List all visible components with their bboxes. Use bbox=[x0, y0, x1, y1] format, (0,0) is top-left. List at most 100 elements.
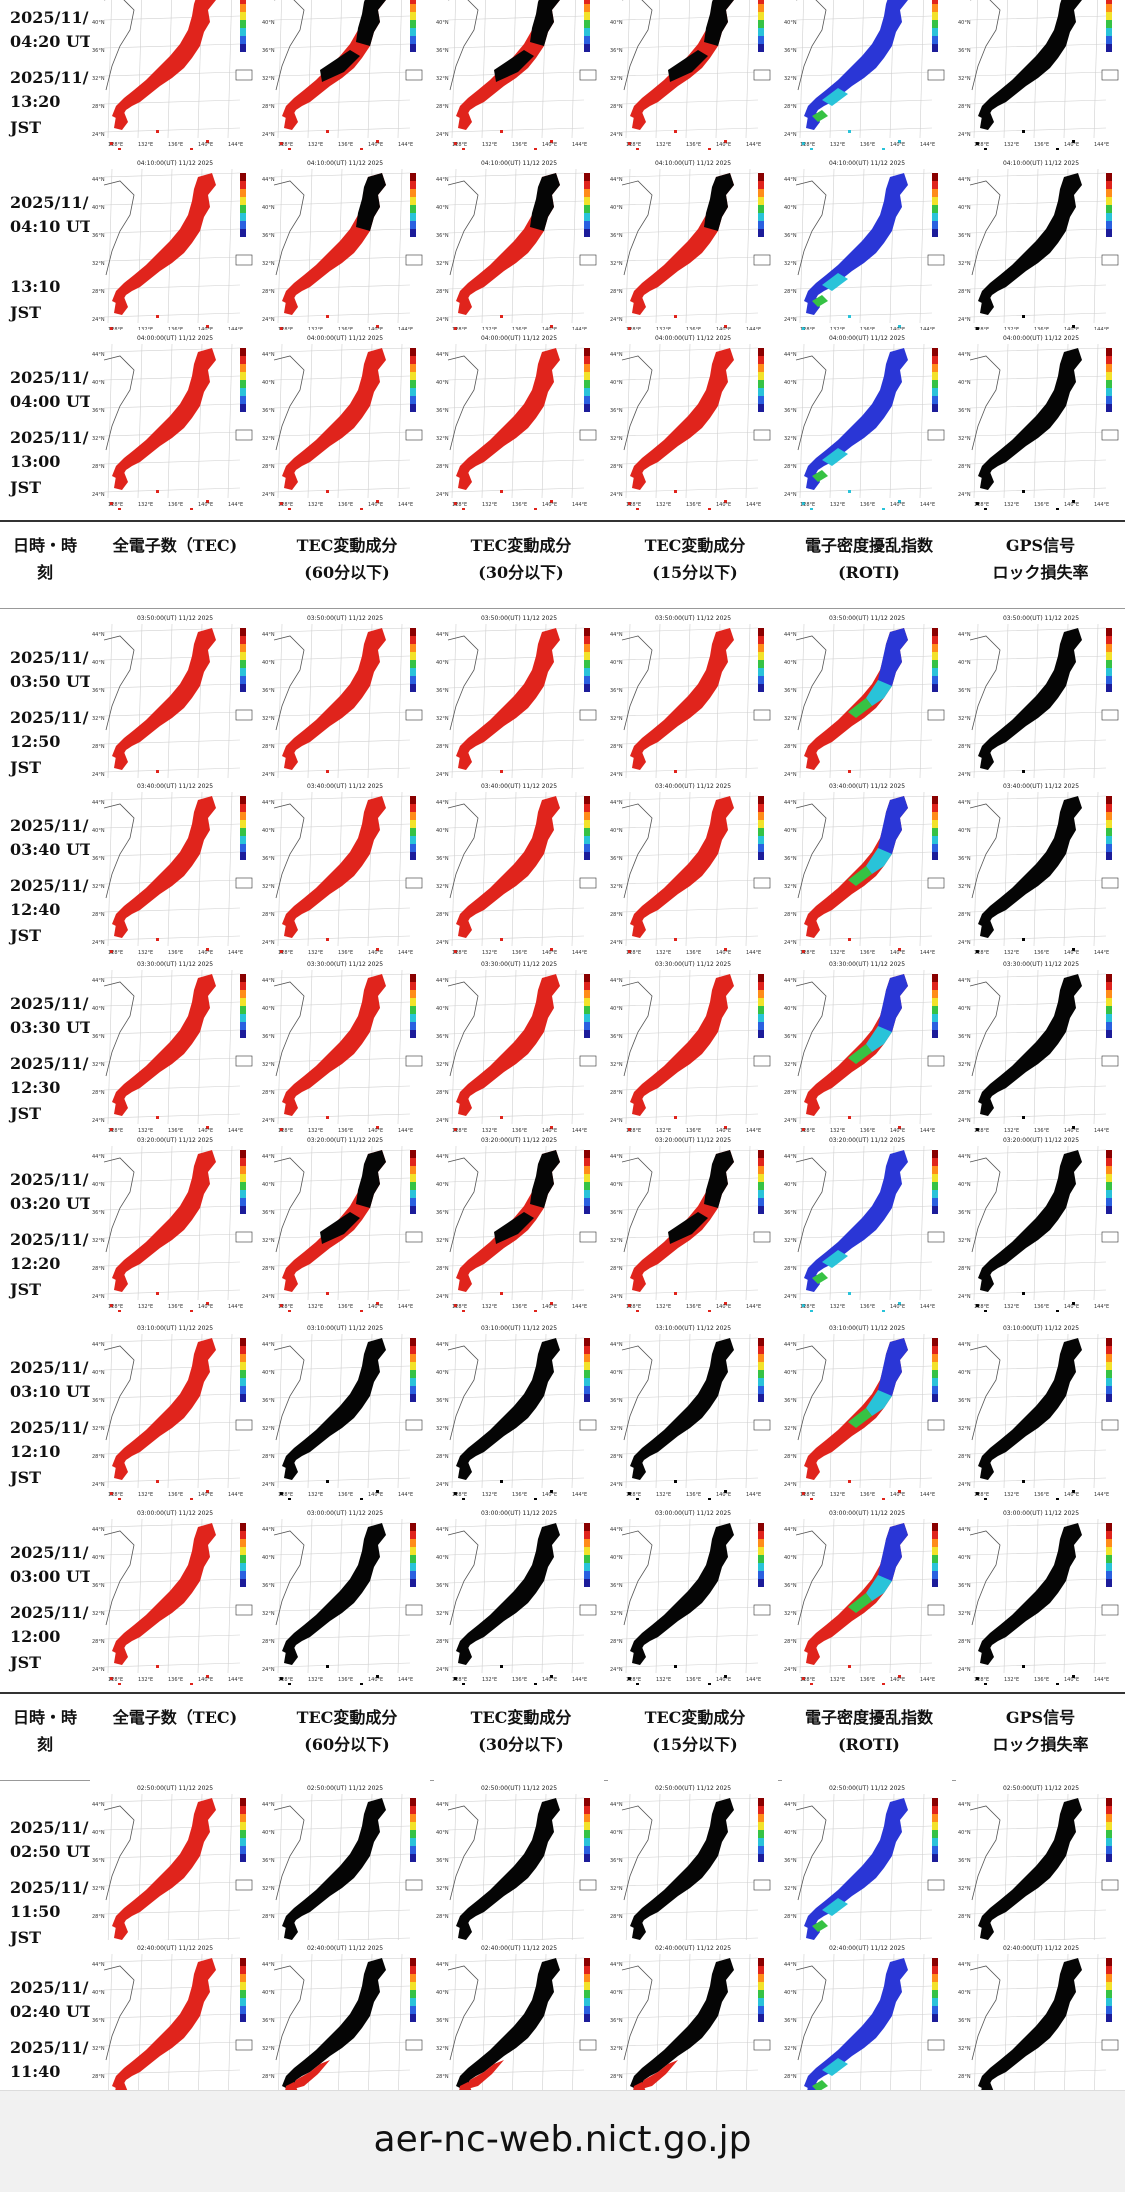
svg-text:24°N: 24°N bbox=[92, 772, 105, 778]
svg-text:24°N: 24°N bbox=[262, 1118, 275, 1124]
map-panel-4[interactable]: 04:20:00(UT) 11/12 202544°N40°N36°N32°N2… bbox=[782, 0, 952, 150]
map-panel-3[interactable]: 03:20:00(UT) 11/12 2025 44°N 40°N 36°N 32°N 2… bbox=[608, 1132, 778, 1312]
map-panel-4[interactable]: 04:00:00(UT) 11/12 2025 44°N 40°N 36°N 32°N 2… bbox=[782, 330, 952, 510]
map-panel-3[interactable]: 02:40:00(UT) 11/12 2025 44°N 40°N 36°N 32°N 2… bbox=[608, 1940, 778, 2090]
svg-text:36°N: 36°N bbox=[958, 48, 971, 54]
map-panel-0[interactable]: 03:00:00(UT) 11/12 2025 44°N 40°N 36°N 32°N 2… bbox=[90, 1505, 260, 1685]
map-panel-2[interactable]: 03:00:00(UT) 11/12 2025 44°N 40°N 36°N 32°N 2… bbox=[434, 1505, 604, 1685]
map-panel-0[interactable]: 03:30:00(UT) 11/12 2025 44°N 40°N 36°N 32°N 2… bbox=[90, 956, 260, 1136]
map-panel-4[interactable]: 02:40:00(UT) 11/12 2025 44°N 40°N 36°N 32°N 2… bbox=[782, 1940, 952, 2090]
map-panel-1[interactable]: 03:20:00(UT) 11/12 2025 44°N 40°N 36°N 32°N 2… bbox=[260, 1132, 430, 1312]
map-panel-4[interactable]: 03:20:00(UT) 11/12 2025 44°N 40°N 36°N 32°N 2… bbox=[782, 1132, 952, 1312]
map-panel-3[interactable]: 03:10:00(UT) 11/12 2025 44°N 40°N 36°N 32°N 2… bbox=[608, 1320, 778, 1500]
map-panel-4[interactable]: 03:40:00(UT) 11/12 2025 44°N 40°N 36°N 32°N 2… bbox=[782, 778, 952, 958]
map-panel-0[interactable]: 03:10:00(UT) 11/12 2025 44°N 40°N 36°N 32°N 2… bbox=[90, 1320, 260, 1500]
map-panel-1[interactable]: 04:20:00(UT) 11/12 202544°N40°N36°N32°N2… bbox=[260, 0, 430, 150]
svg-text:03:40:00(UT) 11/12 2025: 03:40:00(UT) 11/12 2025 bbox=[829, 783, 905, 790]
map-panel-3[interactable]: 04:20:00(UT) 11/12 202544°N40°N36°N32°N2… bbox=[608, 0, 778, 150]
map-panel-2[interactable]: 04:20:00(UT) 11/12 202544°N40°N36°N32°N2… bbox=[434, 0, 604, 150]
japan-map-image: 02:40:00(UT) 11/12 2025 44°N 40°N 36°N 32°N 2… bbox=[956, 1940, 1125, 2090]
map-panel-1[interactable]: 04:10:00(UT) 11/12 2025 44°N 40°N 36°N 32°N 2… bbox=[260, 155, 430, 335]
map-panel-1[interactable]: 02:50:00(UT) 11/12 2025 44°N 40°N 36°N 32°N 2… bbox=[260, 1780, 430, 1960]
svg-text:24°N: 24°N bbox=[92, 1482, 105, 1488]
map-panel-5[interactable]: 03:10:00(UT) 11/12 2025 44°N 40°N 36°N 32°N 2… bbox=[956, 1320, 1125, 1500]
map-panel-3[interactable]: 03:30:00(UT) 11/12 2025 44°N 40°N 36°N 32°N 2… bbox=[608, 956, 778, 1136]
svg-text:144°E: 144°E bbox=[920, 1128, 935, 1134]
map-panel-2[interactable]: 03:30:00(UT) 11/12 2025 44°N 40°N 36°N 32°N 2… bbox=[434, 956, 604, 1136]
svg-text:32°N: 32°N bbox=[92, 1611, 105, 1617]
map-panel-4[interactable]: 03:10:00(UT) 11/12 2025 44°N 40°N 36°N 32°N 2… bbox=[782, 1320, 952, 1500]
map-panel-3[interactable]: 03:40:00(UT) 11/12 2025 44°N 40°N 36°N 32°N 2… bbox=[608, 778, 778, 958]
svg-text:28°N: 28°N bbox=[610, 104, 623, 110]
svg-text:28°N: 28°N bbox=[92, 1090, 105, 1096]
map-panel-5[interactable]: 03:40:00(UT) 11/12 2025 44°N 40°N 36°N 32°N 2… bbox=[956, 778, 1125, 958]
svg-text:24°N: 24°N bbox=[958, 1294, 971, 1300]
map-panel-3[interactable]: 04:00:00(UT) 11/12 2025 44°N 40°N 36°N 32°N 2… bbox=[608, 330, 778, 510]
map-panel-5[interactable]: 02:50:00(UT) 11/12 2025 44°N 40°N 36°N 32°N 2… bbox=[956, 1780, 1125, 1960]
timestamp-jst-time: 12:50 bbox=[10, 732, 61, 751]
map-panel-5[interactable]: 03:30:00(UT) 11/12 2025 44°N 40°N 36°N 32°N 2… bbox=[956, 956, 1125, 1136]
map-panel-0[interactable]: 04:20:00(UT) 11/12 202544°N40°N36°N32°N2… bbox=[90, 0, 260, 150]
map-panel-3[interactable]: 04:10:00(UT) 11/12 2025 44°N 40°N 36°N 32°N 2… bbox=[608, 155, 778, 335]
map-panel-3[interactable]: 03:00:00(UT) 11/12 2025 44°N 40°N 36°N 32°N 2… bbox=[608, 1505, 778, 1685]
map-panel-1[interactable]: 03:10:00(UT) 11/12 2025 44°N 40°N 36°N 32°N 2… bbox=[260, 1320, 430, 1500]
map-panel-5[interactable]: 04:10:00(UT) 11/12 2025 44°N 40°N 36°N 32°N 2… bbox=[956, 155, 1125, 335]
svg-text:128°E: 128°E bbox=[626, 1128, 641, 1134]
svg-text:132°E: 132°E bbox=[138, 502, 153, 508]
svg-text:02:40:00(UT) 11/12 2025: 02:40:00(UT) 11/12 2025 bbox=[481, 1945, 557, 1952]
svg-text:44°N: 44°N bbox=[436, 1962, 449, 1968]
map-panel-5[interactable]: 03:20:00(UT) 11/12 2025 44°N 40°N 36°N 32°N 2… bbox=[956, 1132, 1125, 1312]
map-panel-0[interactable]: 02:50:00(UT) 11/12 2025 44°N 40°N 36°N 32°N 2… bbox=[90, 1780, 260, 1960]
map-panel-0[interactable]: 03:20:00(UT) 11/12 2025 44°N 40°N 36°N 32°N 2… bbox=[90, 1132, 260, 1312]
map-panel-2[interactable]: 04:00:00(UT) 11/12 2025 44°N 40°N 36°N 32°N 2… bbox=[434, 330, 604, 510]
map-panel-2[interactable]: 04:10:00(UT) 11/12 2025 44°N 40°N 36°N 32°N 2… bbox=[434, 155, 604, 335]
svg-text:28°N: 28°N bbox=[784, 104, 797, 110]
japan-map-image: 03:40:00(UT) 11/12 2025 44°N 40°N 36°N 32°N 2… bbox=[90, 778, 260, 958]
map-panel-1[interactable]: 03:30:00(UT) 11/12 2025 44°N 40°N 36°N 32°N 2… bbox=[260, 956, 430, 1136]
map-panel-1[interactable]: 03:00:00(UT) 11/12 2025 44°N 40°N 36°N 32°N 2… bbox=[260, 1505, 430, 1685]
url-bar[interactable]: aer-nc-web.nict.go.jp bbox=[373, 2119, 752, 2160]
map-panel-3[interactable]: 03:50:00(UT) 11/12 2025 44°N 40°N 36°N 32°N 2… bbox=[608, 610, 778, 790]
map-panel-5[interactable]: 03:50:00(UT) 11/12 2025 44°N 40°N 36°N 32°N 2… bbox=[956, 610, 1125, 790]
map-panel-1[interactable]: 03:40:00(UT) 11/12 2025 44°N 40°N 36°N 32°N 2… bbox=[260, 778, 430, 958]
map-panel-2[interactable]: 03:40:00(UT) 11/12 2025 44°N 40°N 36°N 32°N 2… bbox=[434, 778, 604, 958]
map-panel-0[interactable]: 03:40:00(UT) 11/12 2025 44°N 40°N 36°N 32°N 2… bbox=[90, 778, 260, 958]
svg-text:32°N: 32°N bbox=[784, 76, 797, 82]
map-panel-0[interactable]: 04:10:00(UT) 11/12 2025 44°N 40°N 36°N 32°N 2… bbox=[90, 155, 260, 335]
svg-text:02:50:00(UT) 11/12 2025: 02:50:00(UT) 11/12 2025 bbox=[829, 1785, 905, 1792]
map-panel-1[interactable]: 03:50:00(UT) 11/12 2025 44°N 40°N 36°N 32°N 2… bbox=[260, 610, 430, 790]
svg-text:24°N: 24°N bbox=[958, 1482, 971, 1488]
japan-map-image: 03:20:00(UT) 11/12 2025 44°N 40°N 36°N 32°N 2… bbox=[260, 1132, 430, 1312]
svg-text:140°E: 140°E bbox=[890, 502, 905, 508]
map-panel-2[interactable]: 02:50:00(UT) 11/12 2025 44°N 40°N 36°N 32°N 2… bbox=[434, 1780, 604, 1960]
map-panel-5[interactable]: 04:20:00(UT) 11/12 202544°N40°N36°N32°N2… bbox=[956, 0, 1125, 150]
map-panel-2[interactable]: 03:50:00(UT) 11/12 2025 44°N 40°N 36°N 32°N 2… bbox=[434, 610, 604, 790]
map-panel-2[interactable]: 02:40:00(UT) 11/12 2025 44°N 40°N 36°N 32°N 2… bbox=[434, 1940, 604, 2090]
map-panel-4[interactable]: 03:50:00(UT) 11/12 2025 44°N 40°N 36°N 32°N 2… bbox=[782, 610, 952, 790]
map-panel-4[interactable]: 03:00:00(UT) 11/12 2025 44°N 40°N 36°N 32°N 2… bbox=[782, 1505, 952, 1685]
timestamp-ut-date: 2025/11/12 bbox=[10, 1978, 111, 1997]
svg-text:28°N: 28°N bbox=[262, 104, 275, 110]
map-panel-0[interactable]: 03:50:00(UT) 11/12 2025 44°N 40°N 36°N 32°N 2… bbox=[90, 610, 260, 790]
map-panel-0[interactable]: 04:00:00(UT) 11/12 2025 44°N 40°N 36°N 32°N 2… bbox=[90, 330, 260, 510]
map-panel-2[interactable]: 03:10:00(UT) 11/12 2025 44°N 40°N 36°N 32°N 2… bbox=[434, 1320, 604, 1500]
japan-map-image: 04:00:00(UT) 11/12 2025 44°N 40°N 36°N 32°N 2… bbox=[956, 330, 1125, 510]
map-panel-1[interactable]: 04:00:00(UT) 11/12 2025 44°N 40°N 36°N 32°N 2… bbox=[260, 330, 430, 510]
map-table: 2025/11/12 04:20 UT 2025/11/12 13:20 JST04:2… bbox=[0, 0, 1125, 2090]
svg-text:132°E: 132°E bbox=[656, 1304, 671, 1310]
timestamp-jst-label: JST bbox=[10, 118, 42, 137]
map-panel-1[interactable]: 02:40:00(UT) 11/12 2025 44°N 40°N 36°N 32°N 2… bbox=[260, 1940, 430, 2090]
map-panel-4[interactable]: 02:50:00(UT) 11/12 2025 44°N 40°N 36°N 32°N 2… bbox=[782, 1780, 952, 1960]
map-panel-3[interactable]: 02:50:00(UT) 11/12 2025 44°N 40°N 36°N 32°N 2… bbox=[608, 1780, 778, 1960]
svg-text:28°N: 28°N bbox=[958, 464, 971, 470]
map-panel-4[interactable]: 03:30:00(UT) 11/12 2025 44°N 40°N 36°N 32°N 2… bbox=[782, 956, 952, 1136]
map-panel-0[interactable]: 02:40:00(UT) 11/12 2025 44°N 40°N 36°N 32°N 2… bbox=[90, 1940, 260, 2090]
map-panel-4[interactable]: 04:10:00(UT) 11/12 2025 44°N 40°N 36°N 32°N 2… bbox=[782, 155, 952, 335]
map-panel-2[interactable]: 03:20:00(UT) 11/12 2025 44°N 40°N 36°N 32°N 2… bbox=[434, 1132, 604, 1312]
svg-text:24°N: 24°N bbox=[958, 940, 971, 946]
map-panel-5[interactable]: 03:00:00(UT) 11/12 2025 44°N 40°N 36°N 32°N 2… bbox=[956, 1505, 1125, 1685]
timestamp-cell: 2025/11/12 04:00 UT 2025/11/12 13:00 JST bbox=[10, 330, 111, 510]
svg-text:36°N: 36°N bbox=[262, 48, 275, 54]
map-panel-5[interactable]: 02:40:00(UT) 11/12 2025 44°N 40°N 36°N 32°N 2… bbox=[956, 1940, 1125, 2090]
map-panel-5[interactable]: 04:00:00(UT) 11/12 2025 44°N 40°N 36°N 32°N 2… bbox=[956, 330, 1125, 510]
